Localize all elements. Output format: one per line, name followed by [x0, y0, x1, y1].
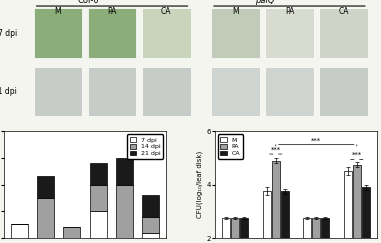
FancyBboxPatch shape [319, 67, 368, 116]
FancyBboxPatch shape [142, 9, 190, 58]
Bar [142, 233, 159, 238]
Bar [344, 171, 352, 243]
Bar [37, 198, 54, 238]
FancyBboxPatch shape [88, 67, 136, 116]
Text: ***: *** [311, 137, 321, 143]
Text: CA: CA [338, 7, 349, 16]
Bar [116, 185, 133, 238]
FancyBboxPatch shape [142, 67, 190, 116]
Text: CA: CA [161, 7, 171, 16]
Bar [142, 195, 159, 217]
Text: 7 dpi: 7 dpi [0, 29, 17, 38]
Bar [303, 218, 311, 243]
Text: PA: PA [285, 7, 294, 16]
Bar [280, 191, 289, 243]
Bar [37, 176, 54, 198]
Bar [63, 227, 80, 238]
FancyBboxPatch shape [34, 67, 82, 116]
Text: M: M [54, 7, 61, 16]
Legend: 7 dpi, 14 dpi, 21 dpi: 7 dpi, 14 dpi, 21 dpi [127, 134, 163, 159]
Bar [231, 218, 239, 243]
FancyBboxPatch shape [319, 9, 368, 58]
Bar [240, 218, 248, 243]
Bar [142, 217, 159, 233]
Bar [222, 218, 231, 243]
Text: 21 dpi: 21 dpi [0, 87, 17, 96]
Bar [353, 165, 361, 243]
Text: Col-0: Col-0 [77, 0, 99, 5]
Bar [90, 211, 107, 238]
Bar [272, 161, 280, 243]
Text: palQ: palQ [255, 0, 275, 5]
FancyBboxPatch shape [265, 9, 314, 58]
Bar [11, 224, 28, 238]
Bar [362, 187, 370, 243]
Y-axis label: CFU(log₁₀/leaf disk): CFU(log₁₀/leaf disk) [197, 151, 203, 218]
Bar [116, 158, 133, 185]
Bar [263, 191, 271, 243]
Text: PA: PA [107, 7, 117, 16]
Text: ***: *** [271, 147, 281, 153]
FancyBboxPatch shape [265, 67, 314, 116]
Bar [90, 163, 107, 185]
Bar [90, 185, 107, 211]
FancyBboxPatch shape [88, 9, 136, 58]
Bar [312, 218, 320, 243]
FancyBboxPatch shape [34, 9, 82, 58]
Bar [321, 218, 329, 243]
Text: ***: *** [352, 152, 362, 158]
Text: M: M [232, 7, 239, 16]
FancyBboxPatch shape [211, 9, 259, 58]
FancyBboxPatch shape [211, 67, 259, 116]
Legend: M, PA, CA: M, PA, CA [218, 134, 243, 159]
